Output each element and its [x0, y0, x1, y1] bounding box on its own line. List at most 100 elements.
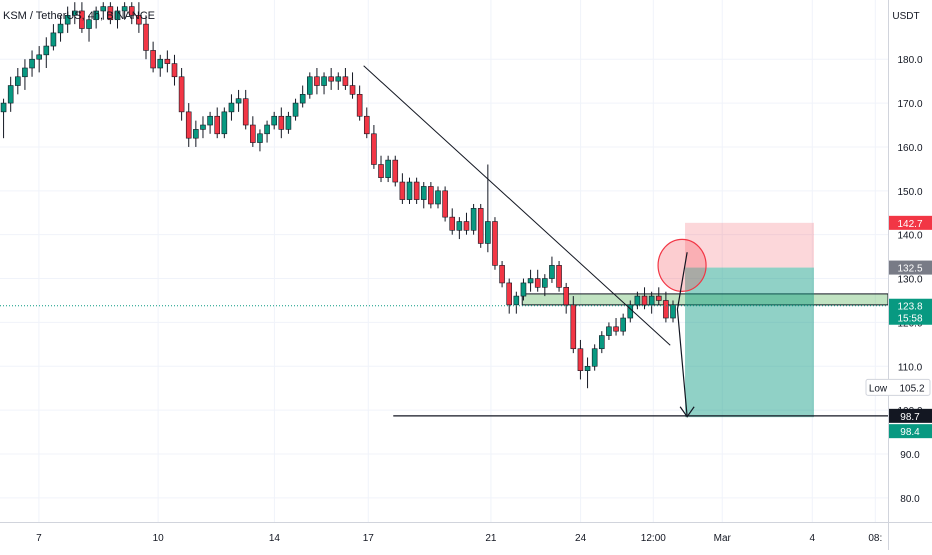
candle-body: [435, 190, 441, 205]
candle: [164, 50, 171, 73]
candle-body: [648, 295, 655, 306]
candle: [470, 203, 477, 235]
trendline[interactable]: [363, 65, 671, 346]
candle: [335, 72, 342, 90]
candle-body: [214, 115, 221, 135]
candle-body: [299, 94, 306, 104]
candle-body: [314, 76, 320, 86]
candle-body: [228, 102, 235, 113]
candle: [542, 274, 548, 297]
candle: [648, 291, 655, 314]
candle: [520, 278, 527, 301]
price-label-last-price: 123.815:58: [889, 298, 932, 325]
candle: [228, 94, 235, 121]
candle: [57, 15, 64, 42]
candle: [655, 287, 662, 305]
x-tick-label: 24: [575, 533, 587, 544]
candle-body: [655, 295, 662, 301]
candle: [214, 107, 221, 139]
candle-body: [136, 15, 142, 25]
candle-body: [278, 115, 285, 130]
candle-body: [392, 159, 399, 183]
candle: [641, 287, 648, 310]
low-label-box: [865, 378, 931, 396]
candle-body: [570, 304, 577, 350]
candle: [342, 67, 349, 90]
candle: [456, 217, 463, 240]
price-label-target: 98.4: [889, 424, 932, 439]
x-tick-label: 14: [269, 533, 281, 544]
candle: [250, 116, 256, 147]
take-profit-area: [685, 267, 814, 418]
candle: [534, 269, 541, 292]
highlight-circle[interactable]: [657, 238, 707, 292]
candle-body: [328, 76, 334, 82]
candle-body: [641, 295, 648, 306]
candle: [613, 318, 619, 336]
candle-body: [371, 133, 377, 165]
x-tick-label: 12:00: [641, 533, 666, 544]
candle-body: [556, 265, 562, 288]
candle: [150, 41, 156, 73]
candle-body: [178, 76, 185, 113]
candle-body: [456, 221, 463, 231]
candle-body: [563, 287, 569, 306]
candle: [86, 15, 92, 42]
candle: [349, 72, 356, 99]
candle-body: [193, 129, 199, 139]
candle: [563, 282, 569, 314]
candle: [363, 107, 370, 139]
price-label-bg: [889, 424, 932, 439]
candle-body: [399, 181, 406, 200]
x-tick-label: Mar: [714, 533, 732, 544]
candle-body: [143, 23, 149, 51]
candle-body: [114, 10, 121, 21]
candle: [79, 2, 85, 33]
candle: [157, 54, 164, 77]
chart-title: KSM / TetherUS, 4h, BINANCE: [3, 10, 155, 22]
drawings-lines: [0, 65, 888, 418]
candle: [435, 186, 441, 209]
y-tick-label: 150.0: [897, 187, 922, 198]
arrow-path[interactable]: [676, 252, 688, 417]
candle: [399, 173, 406, 204]
candle: [299, 85, 306, 108]
price-labels: 142.7 132.5 123.815:58 98.7 98.4 Low 105.2: [865, 215, 932, 439]
candle: [449, 208, 456, 235]
y-tick-label: 160.0: [897, 143, 922, 154]
candle: [29, 50, 35, 77]
candle-body: [542, 278, 548, 288]
candle: [36, 46, 42, 73]
candle-body: [128, 6, 135, 16]
candle: [200, 116, 206, 139]
candle-body: [15, 76, 21, 86]
y-tick-label: 130.0: [897, 275, 922, 286]
candle: [378, 155, 384, 183]
candle-body: [107, 6, 114, 21]
candle: [64, 6, 71, 33]
candle-body: [321, 76, 327, 86]
price-label-stop-loss: 142.7: [889, 215, 932, 230]
candle: [371, 125, 377, 169]
candle-body: [57, 23, 64, 34]
price-label-countdown: 15:58: [897, 314, 922, 325]
candle-body: [271, 115, 277, 126]
candle: [285, 111, 292, 134]
price-label-value: 98.7: [900, 412, 920, 423]
candle-body: [492, 221, 498, 266]
candle-body: [513, 295, 520, 306]
candle-body: [43, 45, 50, 56]
candle-body: [634, 295, 641, 306]
candle: [598, 331, 605, 354]
candle: [591, 344, 598, 371]
candle-body: [207, 115, 213, 126]
y-tick-label: 140.0: [897, 231, 922, 242]
candle-body: [506, 282, 513, 306]
candle-body: [121, 6, 128, 12]
price-label-value: 98.4: [900, 427, 920, 438]
candle: [606, 322, 612, 340]
candle-body: [549, 265, 555, 279]
candle: [15, 67, 21, 95]
candle-body: [36, 54, 42, 60]
